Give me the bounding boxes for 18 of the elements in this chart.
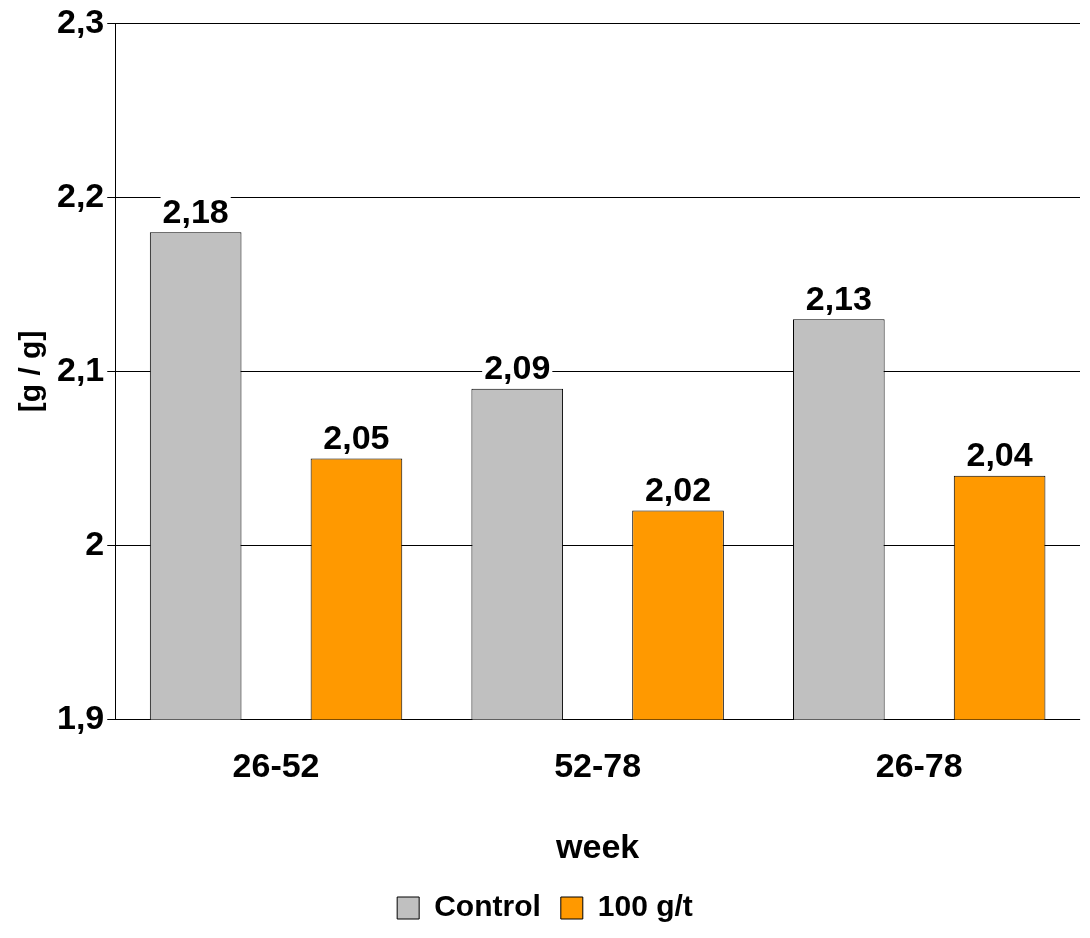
data-label: 2,13 xyxy=(805,278,872,317)
data-label: 2,09 xyxy=(484,348,551,387)
y-tick-label: 2,1 xyxy=(57,349,105,388)
data-label: 2,02 xyxy=(644,469,712,508)
legend-label: Control xyxy=(434,889,541,923)
y-tick-label: 2,3 xyxy=(57,1,105,40)
y-tick-label: 2 xyxy=(85,523,105,562)
x-tick-label: 26-52 xyxy=(232,746,320,785)
x-tick-label: 52-78 xyxy=(554,746,642,785)
legend-label: 100 g/t xyxy=(597,889,693,923)
x-axis-title: week xyxy=(555,826,640,865)
data-label: 2,18 xyxy=(162,191,229,230)
y-tick-label: 2,2 xyxy=(57,175,105,214)
data-label: 2,05 xyxy=(323,417,390,456)
x-tick-label: 26-78 xyxy=(875,746,963,785)
y-tick-label: 1,9 xyxy=(57,697,105,736)
y-axis-title: [g / g] xyxy=(13,330,47,413)
data-label: 2,04 xyxy=(966,435,1033,474)
